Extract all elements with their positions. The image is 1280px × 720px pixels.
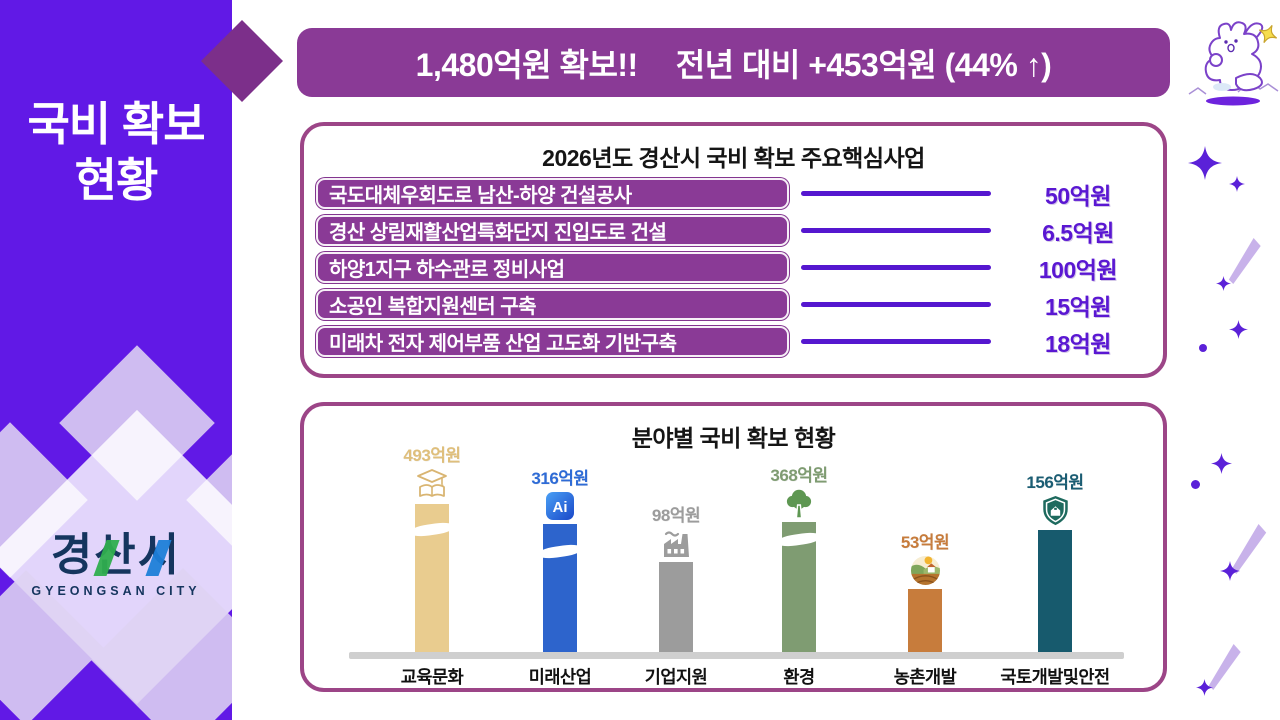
project-row: 경산 상림재활산업특화단지 진입도로 건설 6.5억원 (316, 215, 1153, 246)
sidebar: 국비 확보 현황 경산시 GYEONGSAN CITY (0, 0, 232, 720)
connector-line (801, 265, 991, 270)
shield-icon (1040, 495, 1071, 527)
page-title-line2: 현황 (74, 154, 159, 207)
bar-value-label: 493억원 (403, 446, 461, 465)
project-name-pill: 국도대체우회도로 남산-하양 건설공사 (316, 178, 789, 209)
bar-value-label: 316억원 (531, 469, 589, 488)
sector-chart-panel: 분야별 국비 확보 현황 493억원 (300, 402, 1167, 692)
connector-line (801, 302, 991, 307)
chart-title: 분야별 국비 확보 현황 (631, 425, 836, 451)
bar-education (408, 504, 456, 652)
sparkle-icon (1211, 453, 1232, 474)
project-name-pill: 하양1지구 하수관로 정비사업 (316, 252, 789, 283)
project-amount: 18억원 (1045, 330, 1111, 357)
bar-land-safety (1038, 530, 1072, 652)
shooting-star-icon (1227, 524, 1267, 574)
project-amount: 100억원 (1038, 256, 1118, 283)
svg-text:Ai: Ai (553, 499, 568, 516)
shooting-star-icon (1204, 644, 1242, 690)
connector-line (801, 228, 991, 233)
project-row: 미래차 전자 제어부품 산업 고도화 기반구축 18억원 (316, 326, 1153, 357)
project-amount: 50억원 (1045, 182, 1111, 209)
page-title: 국비 확보 현황 (0, 96, 232, 208)
project-name-pill: 경산 상림재활산업특화단지 진입도로 건설 (316, 215, 789, 246)
farm-icon (910, 555, 941, 586)
dot-decoration (1199, 344, 1207, 352)
logo-korean-text: 경산시 (50, 529, 182, 580)
project-row: 국도대체우회도로 남산-하양 건설공사 50억원 (316, 178, 1153, 209)
category-label: 기업지원 (644, 667, 708, 687)
tree-icon (784, 488, 814, 519)
sparkle-icon (1216, 276, 1231, 291)
chart-column-business-support: 98억원 (616, 501, 736, 652)
project-name-pill: 미래차 전자 제어부품 산업 고도화 기반구축 (316, 326, 789, 357)
bar-value-label: 368억원 (770, 466, 828, 485)
project-row: 하양1지구 하수관로 정비사업 100억원 (316, 252, 1153, 283)
logo-english-text: GYEONGSAN CITY (31, 584, 201, 598)
project-amount: 6.5억원 (1042, 219, 1114, 246)
category-label: 농촌개발 (893, 667, 957, 687)
axis-break (408, 520, 456, 539)
bar-value-label: 156억원 (1026, 473, 1084, 492)
category-label: 미래산업 (528, 667, 592, 687)
connector-line (801, 191, 991, 196)
category-label: 국토개발및안전 (1000, 667, 1110, 687)
sparkle-icon (1220, 561, 1240, 581)
sparkle-icon (1188, 146, 1222, 180)
projects-panel-title: 2026년도 경산시 국비 확보 주요핵심사업 (542, 145, 925, 171)
bar-value-label: 98억원 (651, 506, 701, 525)
project-row: 소공인 복합지원센터 구축 15억원 (316, 289, 1153, 320)
category-label: 교육문화 (400, 667, 464, 687)
bar-business-support (659, 562, 693, 652)
sparkle-icon (1196, 679, 1213, 696)
sparkle-icon (1229, 320, 1248, 339)
bar-value-label: 53억원 (900, 533, 950, 552)
chart-column-rural-development: 53억원 (865, 528, 985, 652)
ai-icon: Ai (545, 491, 575, 521)
chart-column-future-industry: 316억원 Ai (500, 464, 620, 652)
headline-banner: 1,480억원 확보!! 전년 대비 +453억원 (44% ↑) (297, 28, 1170, 97)
project-amount: 15억원 (1045, 293, 1111, 320)
projects-list: 국도대체우회도로 남산-하양 건설공사 50억원 경산 상림재활산업특화단지 진… (316, 178, 1153, 357)
bar-rural-development (908, 589, 942, 652)
bar-environment (775, 522, 823, 652)
page-title-line1: 국비 확보 (27, 98, 205, 150)
education-book-icon (415, 468, 449, 501)
chart-baseline (349, 652, 1124, 659)
banner-yoy-change: 전년 대비 +453억원 (44% ↑) (675, 46, 1052, 83)
axis-break (536, 542, 584, 561)
chart-column-education: 493억원 (372, 441, 492, 652)
factory-icon (660, 528, 692, 559)
sparkle-icon (1229, 176, 1245, 192)
chart-column-land-safety: 156억원 (995, 468, 1115, 652)
bar-chart: 493억원 316억원 (304, 406, 1163, 688)
chart-column-environment: 368억원 (739, 461, 859, 652)
key-projects-panel: 2026년도 경산시 국비 확보 주요핵심사업 국도대체우회도로 남산-하양 건… (300, 122, 1167, 378)
axis-break (775, 530, 823, 549)
shooting-star-icon (1222, 238, 1264, 284)
project-name-pill: 소공인 복합지원센터 구축 (316, 289, 789, 320)
banner-total-amount: 1,480억원 확보!! (415, 46, 639, 83)
bar-future-industry (536, 524, 584, 652)
mascot-illustration (1186, 8, 1280, 112)
connector-line (801, 339, 991, 344)
dot-decoration (1191, 480, 1200, 489)
category-label: 환경 (783, 667, 815, 687)
